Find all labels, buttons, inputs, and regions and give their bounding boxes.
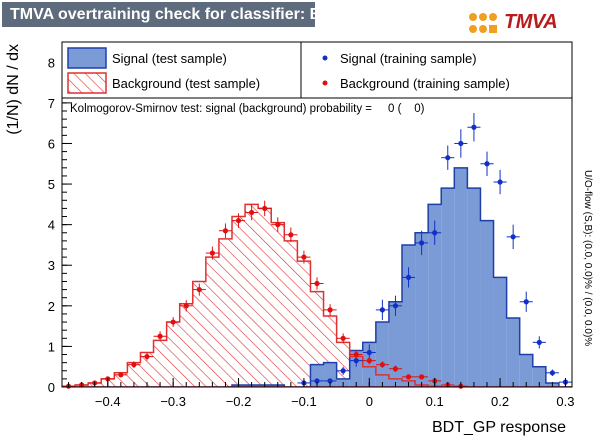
signal-training-point [467, 113, 481, 142]
overflow-text: U/O-flow (S,B): (0.0, 0.0)% / (0.0, 0.0)… [582, 170, 593, 346]
tmva-logo-text: TMVA [504, 11, 558, 33]
legend-swatch-background-test [67, 72, 107, 94]
signal-test-bar [428, 204, 442, 387]
background-training-point [362, 356, 376, 365]
background-training-point [310, 277, 324, 290]
background-test-hatch-fill [62, 204, 572, 387]
signal-test-bar [441, 188, 455, 387]
signal-test-bar [375, 322, 389, 387]
background-training-point [284, 227, 298, 243]
y-tick-label: 3 [48, 258, 55, 273]
background-training-point [336, 333, 350, 344]
y-tick-label: 8 [48, 55, 55, 70]
signal-training-point [519, 291, 533, 312]
signal-test-bar [493, 277, 507, 387]
background-training-point [179, 300, 193, 312]
background-training-point [114, 372, 128, 378]
x-tick-label: −0.2 [226, 394, 252, 409]
signal-test-bar [402, 244, 416, 387]
y-tick-label: 0 [48, 380, 55, 395]
x-tick-label: 0.2 [491, 394, 509, 409]
tmva-logo-dots-icon [469, 13, 497, 33]
signal-test-bar [532, 366, 546, 387]
signal-training-point [375, 299, 389, 321]
y-tick-label: 2 [48, 299, 55, 314]
legend-label-signal-training: Signal (training sample) [340, 51, 477, 66]
y-tick-label: 4 [48, 218, 55, 233]
signal-test-bar [310, 364, 324, 387]
signal-training-point [506, 224, 520, 249]
x-tick-label: 0.3 [556, 394, 574, 409]
signal-training-point [545, 369, 559, 377]
background-training-point [218, 223, 232, 239]
signal-training-point [415, 230, 429, 256]
signal-test-bar [349, 350, 363, 387]
background-training-point [127, 361, 141, 368]
signal-test-bar [415, 232, 429, 387]
background-training-point [232, 213, 246, 228]
signal-test-bar [454, 167, 468, 387]
background-training-point [388, 365, 402, 372]
x-tick-label: −0.1 [291, 394, 317, 409]
histogram-layer [62, 167, 572, 387]
signal-training-point [388, 295, 402, 316]
signal-training-point [480, 151, 494, 176]
signal-test-bar [506, 318, 520, 387]
signal-training-point [310, 378, 324, 384]
signal-test-bar [480, 220, 494, 387]
tmva-logo: TMVA [468, 10, 558, 36]
signal-training-point [428, 220, 442, 245]
axes-layer: −0.4 −0.3 −0.2 −0.1 0 0.1 0.2 0.3 0 1 2 3 4 5 6 7 8 [48, 53, 575, 409]
background-training-point [192, 283, 206, 296]
signal-training-point [532, 336, 546, 349]
signal-training-point [441, 145, 455, 170]
signal-test-bar [388, 301, 402, 387]
legend-swatch-signal-test [67, 47, 107, 69]
signal-test-outline [62, 167, 572, 387]
signal-test-bar [519, 354, 533, 387]
background-training-point [166, 317, 180, 327]
background-training-point [271, 217, 285, 232]
legend-marker-signal-training [322, 55, 328, 61]
chart-title: TMVA overtraining check for classifier: … [2, 2, 375, 27]
background-training-point [258, 200, 272, 217]
y-tick-label: 5 [48, 177, 55, 192]
legend-marker-background-training [322, 80, 328, 86]
signal-training-point [402, 267, 416, 288]
background-training-point [323, 304, 337, 316]
legend-label-signal-test: Signal (test sample) [112, 51, 227, 66]
legend: Signal (test sample) Background (test sa… [61, 41, 573, 99]
background-training-point [402, 374, 416, 380]
signal-training-point [493, 169, 507, 195]
y-tick-label: 6 [48, 136, 55, 151]
background-training-point [153, 331, 167, 342]
signal-training-point [362, 344, 376, 361]
x-tick-label: −0.3 [160, 394, 186, 409]
background-training-point [349, 350, 363, 359]
signal-training-point [454, 129, 468, 158]
background-test-outline [62, 203, 572, 387]
background-training-point [140, 352, 154, 361]
background-training-point [415, 374, 429, 380]
x-tick-label: −0.4 [95, 394, 121, 409]
background-training-point [205, 246, 219, 260]
legend-label-background-test: Background (test sample) [112, 76, 260, 91]
legend-label-background-training: Background (training sample) [340, 76, 510, 91]
background-training-point [245, 204, 259, 221]
x-axis-title: BDT_GP response [432, 419, 566, 436]
x-tick-label: 0 [366, 394, 373, 409]
ks-test-text: Kolmogorov-Smirnov test: signal (backgro… [70, 103, 425, 115]
y-tick-label: 1 [48, 339, 55, 354]
x-tick-label: 0.1 [426, 394, 444, 409]
y-tick-label: 7 [48, 96, 55, 111]
signal-test-bar [362, 342, 376, 387]
signal-test-bar [467, 188, 481, 387]
y-axis-title: (1/N) dN / dx [5, 44, 22, 135]
background-training-point [297, 250, 311, 264]
background-training-point [375, 361, 389, 368]
signal-training-point [336, 366, 350, 375]
